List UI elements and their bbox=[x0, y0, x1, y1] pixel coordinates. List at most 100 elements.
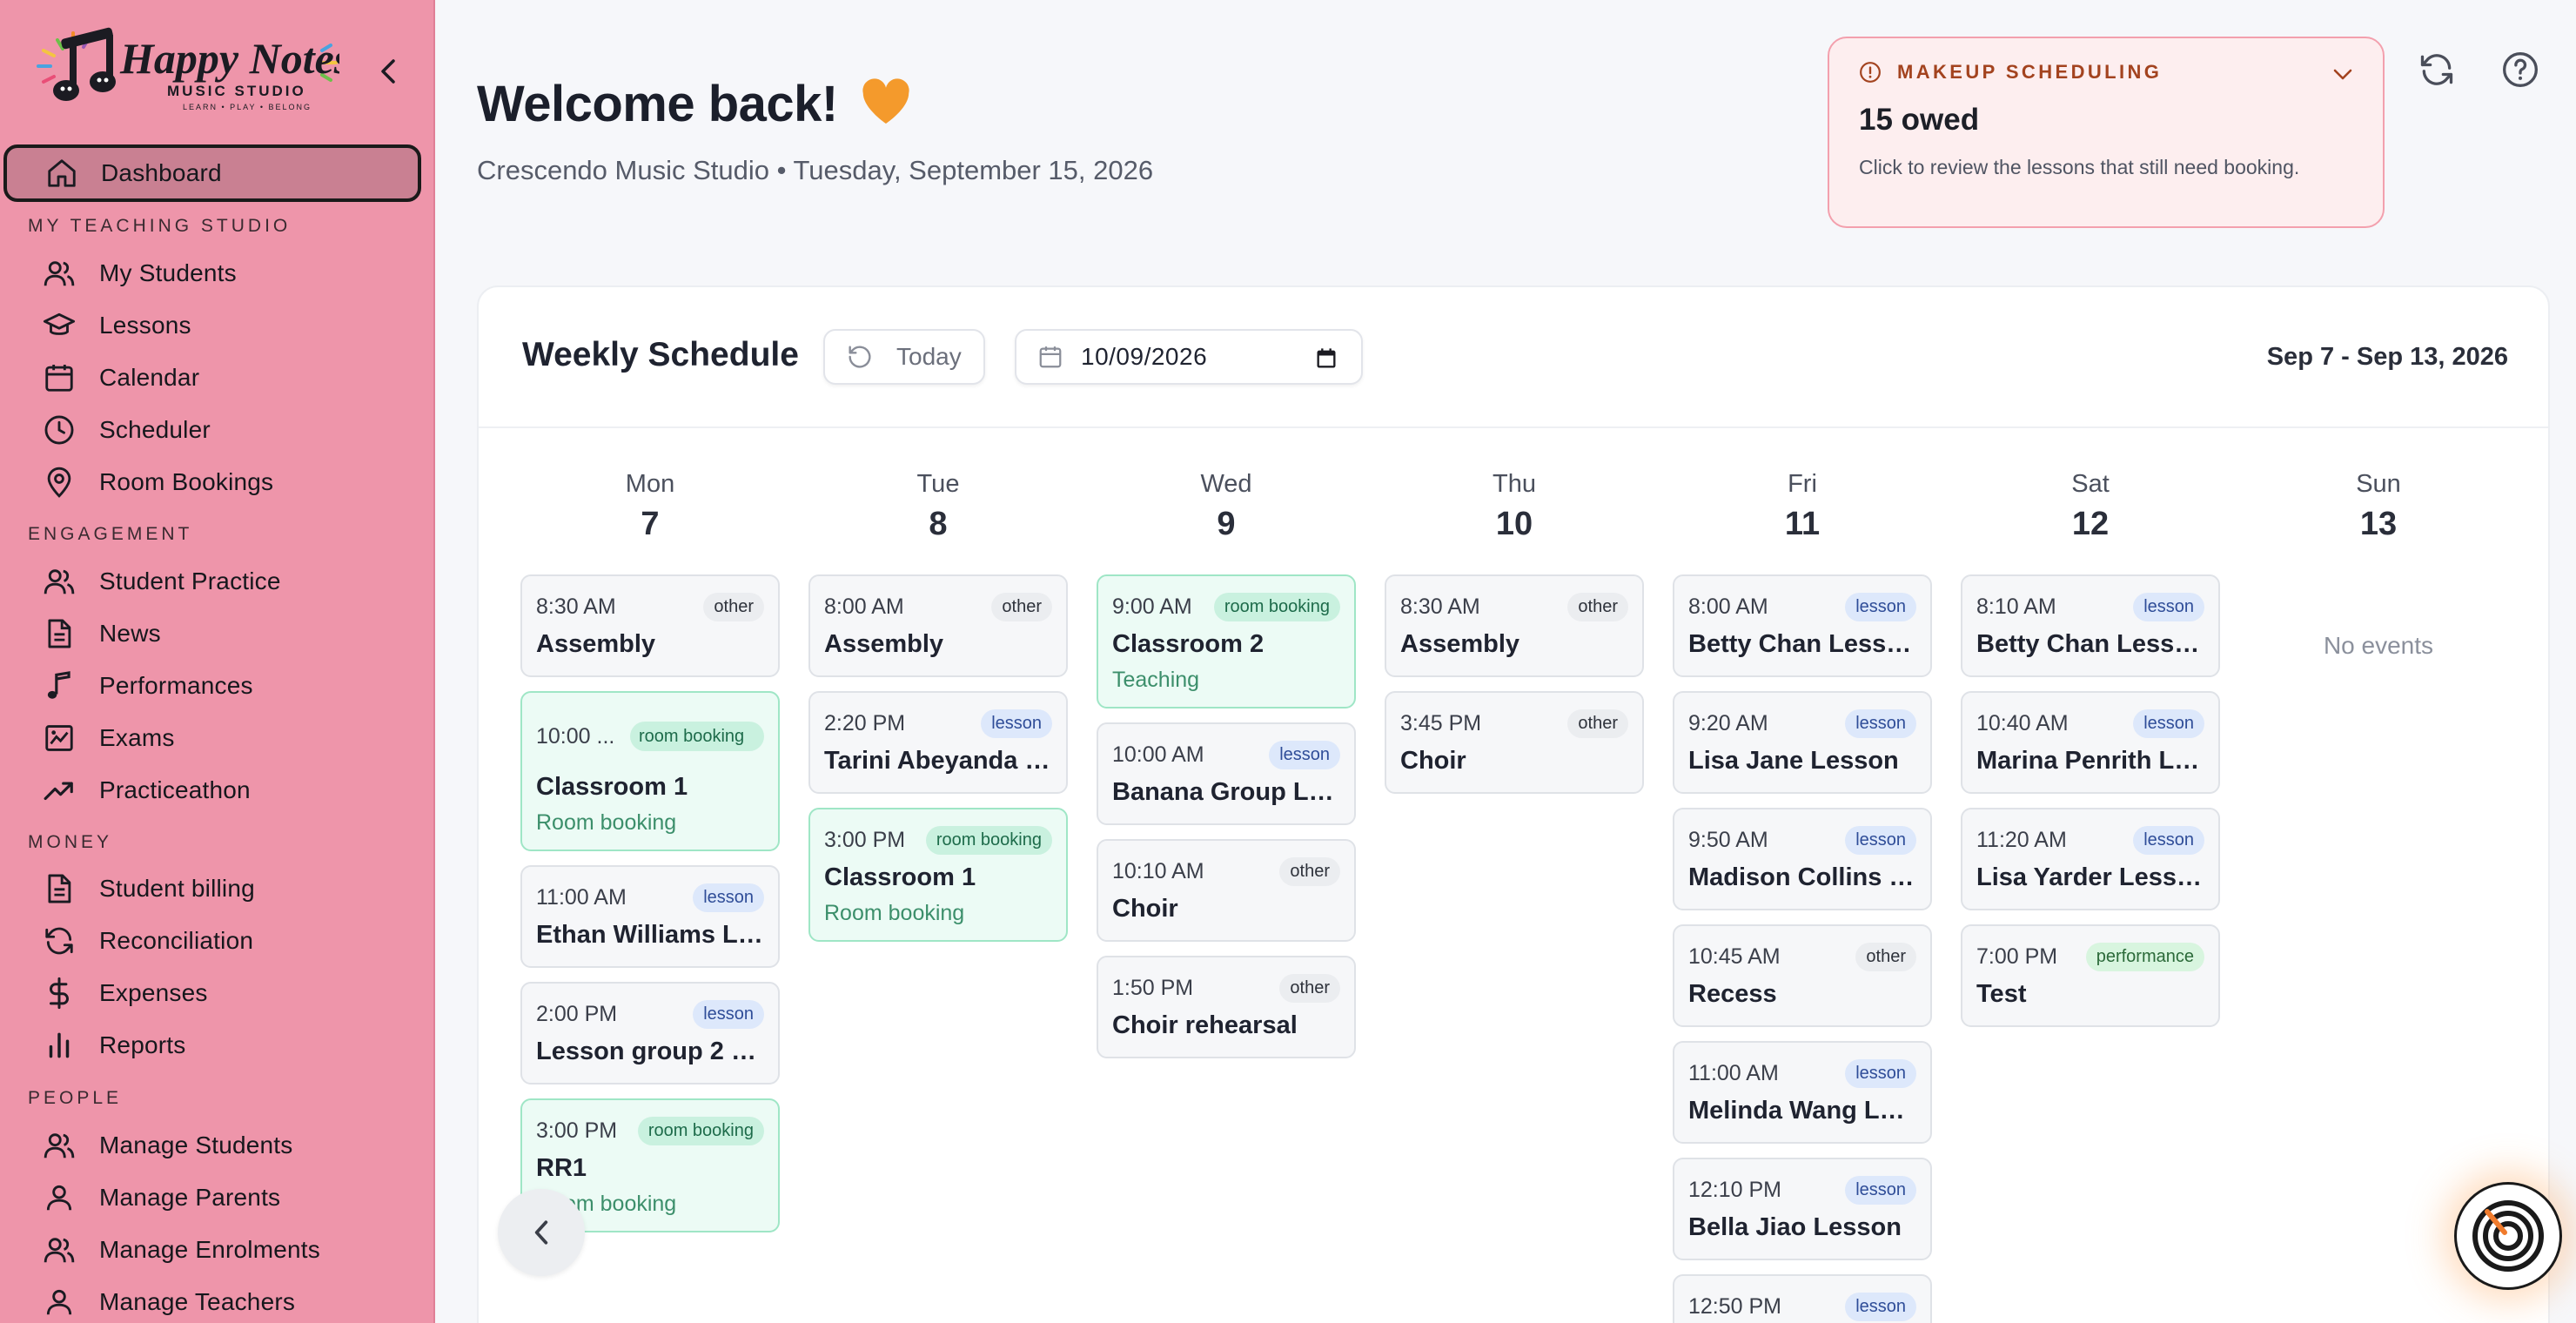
event-card[interactable]: 10:45 AM other Recess bbox=[1673, 924, 1932, 1027]
rotate-ccw-icon bbox=[849, 346, 871, 368]
sidebar-item-reconciliation[interactable]: Reconciliation bbox=[42, 919, 253, 963]
event-card[interactable]: 11:00 AM lesson Melinda Wang Les... bbox=[1673, 1041, 1932, 1144]
refresh-button[interactable] bbox=[2416, 49, 2458, 91]
calendar-picker-icon[interactable] bbox=[1314, 346, 1338, 371]
event-type-badge: lesson bbox=[981, 709, 1052, 738]
sidebar-item-reports[interactable]: Reports bbox=[42, 1024, 185, 1067]
event-type-badge: lesson bbox=[1845, 1175, 1916, 1205]
event-card[interactable]: 3:00 PM room booking Classroom 1 Room booki… bbox=[808, 808, 1068, 942]
event-card[interactable]: 3:45 PM other Choir bbox=[1385, 691, 1644, 794]
studio-logo[interactable]: Happy Notes MUSIC STUDIO LEARN • PLAY • … bbox=[35, 24, 351, 115]
makeup-label: MAKEUP SCHEDULING bbox=[1897, 61, 2163, 83]
event-card[interactable]: 10:10 AM other Choir bbox=[1097, 839, 1356, 942]
alert-circle-icon bbox=[1860, 62, 1881, 83]
event-card[interactable]: 11:00 AM lesson Ethan Williams Le... bbox=[520, 865, 780, 968]
today-button[interactable]: Today bbox=[823, 329, 985, 385]
sidebar-item-news[interactable]: News bbox=[42, 612, 161, 655]
users-icon bbox=[44, 569, 75, 594]
event-time: 9:20 AM bbox=[1688, 710, 1768, 735]
event-card[interactable]: 7:00 PM performance Test bbox=[1961, 924, 2220, 1027]
event-card[interactable]: 9:20 AM lesson Lisa Jane Lesson bbox=[1673, 691, 1932, 794]
assistant-button[interactable] bbox=[2454, 1182, 2562, 1290]
event-type-badge: room booking bbox=[925, 825, 1052, 855]
event-type-badge: room booking bbox=[637, 1116, 764, 1145]
collapse-sidebar-button[interactable] bbox=[372, 54, 404, 89]
event-card[interactable]: 8:00 AM lesson Betty Chan Lesson bbox=[1673, 574, 1932, 677]
event-time: 10:00 ... bbox=[536, 723, 615, 749]
event-title: Classroom 1 bbox=[536, 773, 688, 801]
sidebar-item-manage-parents[interactable]: Manage Parents bbox=[42, 1176, 280, 1219]
sidebar-item-my-students[interactable]: My Students bbox=[42, 252, 237, 295]
event-title: Melinda Wang Les... bbox=[1688, 1097, 1916, 1125]
event-card[interactable]: 9:50 AM lesson Madison Collins L... bbox=[1673, 808, 1932, 910]
event-type-badge: room booking bbox=[630, 722, 764, 751]
event-card[interactable]: 12:50 PM lesson bbox=[1673, 1274, 1932, 1323]
calendar-icon bbox=[1039, 346, 1062, 368]
sidebar-item-performances[interactable]: Performances bbox=[42, 664, 253, 708]
event-card[interactable]: 2:20 PM lesson Tarini Abeyanda L... bbox=[808, 691, 1068, 794]
event-card[interactable]: 9:00 AM room booking Classroom 2 Teaching bbox=[1097, 574, 1356, 709]
event-card[interactable]: 11:20 AM lesson Lisa Yarder Lesson bbox=[1961, 808, 2220, 910]
schedule-header: Weekly Schedule Today 10/09/2026 Sep 7 -… bbox=[479, 287, 2548, 428]
sidebar-item-manage-enrolments[interactable]: Manage Enrolments bbox=[42, 1228, 320, 1272]
sidebar-item-expenses[interactable]: Expenses bbox=[42, 971, 208, 1015]
day-date: 11 bbox=[1784, 506, 1821, 542]
makeup-scheduling-card[interactable]: MAKEUP SCHEDULING 15 owed Click to revie… bbox=[1828, 37, 2385, 228]
logo-graphic: Happy Notes MUSIC STUDIO LEARN • PLAY • … bbox=[37, 27, 351, 111]
event-card[interactable]: 1:50 PM other Choir rehearsal bbox=[1097, 956, 1356, 1058]
dollar-icon bbox=[49, 977, 69, 1010]
event-title: Betty Chan Lesson bbox=[1976, 630, 2204, 658]
day-header-thu: Thu 10 bbox=[1385, 470, 1644, 543]
clock-icon bbox=[44, 415, 74, 445]
event-card[interactable]: 8:10 AM lesson Betty Chan Lesson bbox=[1961, 574, 2220, 677]
event-card[interactable]: 8:30 AM other Assembly bbox=[1385, 574, 1644, 677]
event-time: 12:10 PM bbox=[1688, 1177, 1782, 1202]
scroll-left-button[interactable] bbox=[498, 1189, 585, 1276]
sidebar-item-manage-students[interactable]: Manage Students bbox=[42, 1124, 293, 1167]
users-icon bbox=[44, 1238, 75, 1263]
trending-up-icon bbox=[44, 782, 73, 801]
event-type-badge: lesson bbox=[2133, 825, 2204, 855]
sidebar-item-calendar[interactable]: Calendar bbox=[42, 356, 199, 400]
event-type-badge: lesson bbox=[1845, 1292, 1916, 1321]
event-title: Assembly bbox=[536, 630, 656, 658]
orange-heart-icon bbox=[860, 77, 912, 138]
sidebar-item-student-practice[interactable]: Student Practice bbox=[42, 560, 281, 603]
week-date-input[interactable]: 10/09/2026 bbox=[1015, 329, 1363, 385]
sidebar-item-practiceathon[interactable]: Practiceathon bbox=[42, 769, 251, 812]
section-engagement: ENGAGEMENT bbox=[28, 524, 193, 544]
event-type-badge: lesson bbox=[1845, 1058, 1916, 1088]
day-date: 7 bbox=[641, 506, 660, 542]
sidebar-item-dashboard[interactable]: Dashboard bbox=[3, 144, 421, 202]
document-icon bbox=[48, 619, 71, 648]
help-button[interactable] bbox=[2499, 49, 2541, 91]
event-card[interactable]: 10:00 AM lesson Banana Group Le... bbox=[1097, 722, 1356, 825]
event-card[interactable]: 10:40 AM lesson Marina Penrith Le... bbox=[1961, 691, 2220, 794]
sidebar-item-room-bookings[interactable]: Room Bookings bbox=[42, 460, 273, 504]
event-type-badge: performance bbox=[2085, 942, 2204, 971]
chevron-left-icon bbox=[534, 1220, 548, 1245]
event-card[interactable]: 10:00 ... room booking Classroom 1 Room boo… bbox=[520, 691, 780, 851]
sidebar-item-manage-teachers[interactable]: Manage Teachers bbox=[42, 1280, 295, 1323]
event-title: Classroom 1 bbox=[824, 863, 976, 891]
chevron-left-icon bbox=[381, 59, 395, 84]
event-card[interactable]: 8:00 AM other Assembly bbox=[808, 574, 1068, 677]
event-title: Choir bbox=[1400, 747, 1466, 775]
event-title: Assembly bbox=[1400, 630, 1520, 658]
event-type-badge: lesson bbox=[1845, 709, 1916, 738]
page-title: Welcome back! bbox=[477, 75, 912, 138]
sidebar-item-student-billing[interactable]: Student billing bbox=[42, 867, 255, 910]
event-card[interactable]: 12:10 PM lesson Bella Jiao Lesson bbox=[1673, 1158, 1932, 1260]
sidebar-item-exams[interactable]: Exams bbox=[42, 716, 175, 760]
event-card[interactable]: 2:00 PM lesson Lesson group 2 L... bbox=[520, 982, 780, 1085]
chevron-down-icon[interactable] bbox=[2332, 68, 2353, 82]
event-title: Lesson group 2 L... bbox=[536, 1038, 764, 1065]
sidebar-item-scheduler[interactable]: Scheduler bbox=[42, 408, 211, 452]
day-name: Thu bbox=[1493, 470, 1536, 498]
weekly-schedule-card: Weekly Schedule Today 10/09/2026 Sep 7 -… bbox=[477, 285, 2550, 1323]
event-card[interactable]: 8:30 AM other Assembly bbox=[520, 574, 780, 677]
event-title: Test bbox=[1976, 980, 2027, 1008]
event-type-badge: lesson bbox=[1845, 825, 1916, 855]
sidebar-item-lessons[interactable]: Lessons bbox=[42, 304, 191, 347]
users-icon bbox=[44, 1133, 75, 1158]
